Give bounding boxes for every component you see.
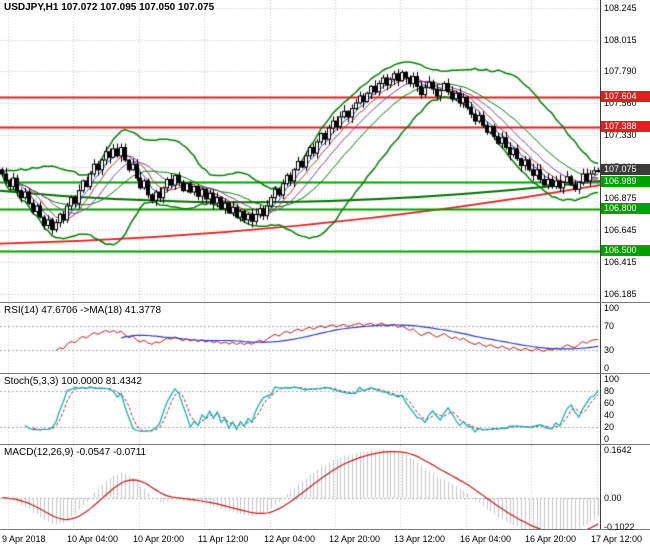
macd-tick: -0.1022 [604, 522, 635, 532]
rsi-tick: 0 [604, 363, 610, 373]
stochastic-panel: 100 80 60 40 20 0 Stoch(5,3,3) 100.0000 81.43… [0, 374, 650, 445]
price-chart-panel: 108.245108.015107.790107.560107.330107.1… [0, 0, 650, 303]
rsi-tick: 70 [604, 321, 615, 331]
level-price-badge: 106.500 [601, 245, 650, 256]
time-label: 13 Apr 12:00 [394, 534, 446, 544]
rsi-tick: 100 [604, 303, 620, 313]
stochastic-axis: 100 80 60 40 20 0 [600, 374, 650, 444]
time-label: 12 Apr 04:00 [264, 534, 316, 544]
macd-indicator-label: MACD(12,26,9) -0.0547 -0.0711 [4, 447, 147, 458]
time-axis: 9 Apr 2018 10 Apr 04:00 10 Apr 20:00 11 Apr… [0, 530, 650, 550]
rsi-panel: 100 70 30 0 RSI(14) 47.6706 ->MA(18) 41.377… [0, 303, 650, 374]
macd-canvas[interactable] [0, 445, 600, 529]
level-price-badge: 107.604 [601, 91, 650, 102]
macd-axis: 0.1642 0.00 -0.1022 [600, 445, 650, 532]
rsi-tick: 30 [604, 345, 615, 355]
time-label: 11 Apr 12:00 [198, 534, 249, 544]
time-label: 16 Apr 20:00 [525, 534, 577, 544]
level-price-badge: 106.800 [601, 203, 650, 214]
time-label: 12 Apr 20:00 [329, 534, 381, 544]
stoch-tick: 40 [604, 410, 615, 420]
stochastic-canvas[interactable] [0, 374, 600, 444]
price-tick: 106.645 [604, 225, 637, 235]
rsi-canvas[interactable] [0, 303, 600, 373]
rsi-indicator-label: RSI(14) 47.6706 ->MA(18) 41.3778 [4, 305, 162, 316]
rsi-axis: 100 70 30 0 [600, 303, 650, 373]
stochastic-indicator-label: Stoch(5,3,3) 100.0000 81.4342 [4, 376, 142, 387]
time-label: 16 Apr 04:00 [460, 534, 512, 544]
stoch-tick: 100 [604, 374, 620, 384]
price-tick: 107.330 [604, 130, 637, 140]
price-tick: 108.245 [604, 3, 637, 13]
price-tick: 108.015 [604, 35, 637, 45]
price-tick: 106.185 [604, 289, 637, 299]
stoch-tick: 60 [604, 398, 615, 408]
time-label: 17 Apr 12:00 [591, 534, 643, 544]
time-label: 10 Apr 04:00 [67, 534, 119, 544]
macd-panel: 0.1642 0.00 -0.1022 MACD(12,26,9) -0.0547 … [0, 445, 650, 532]
price-tick: 106.875 [604, 193, 637, 203]
stoch-tick: 80 [604, 386, 615, 396]
stoch-tick: 0 [604, 434, 610, 444]
price-chart-canvas[interactable] [0, 0, 600, 302]
price-tick: 106.415 [604, 257, 637, 267]
price-axis: 108.245108.015107.790107.560107.330107.1… [600, 0, 650, 302]
current-price-badge: 107.075 [601, 164, 650, 175]
symbol-ohlc-label: USDJPY,H1 107.072 107.095 107.050 107.07… [4, 2, 215, 13]
macd-tick: 0.1642 [604, 445, 632, 455]
price-tick: 107.560 [604, 98, 637, 108]
time-label: 9 Apr 2018 [2, 534, 46, 544]
stoch-tick: 20 [604, 422, 615, 432]
level-price-badge: 106.989 [601, 176, 650, 187]
macd-tick: 0.00 [604, 493, 622, 503]
time-label: 10 Apr 20:00 [133, 534, 185, 544]
price-tick: 107.790 [604, 66, 637, 76]
level-price-badge: 107.388 [601, 121, 650, 132]
